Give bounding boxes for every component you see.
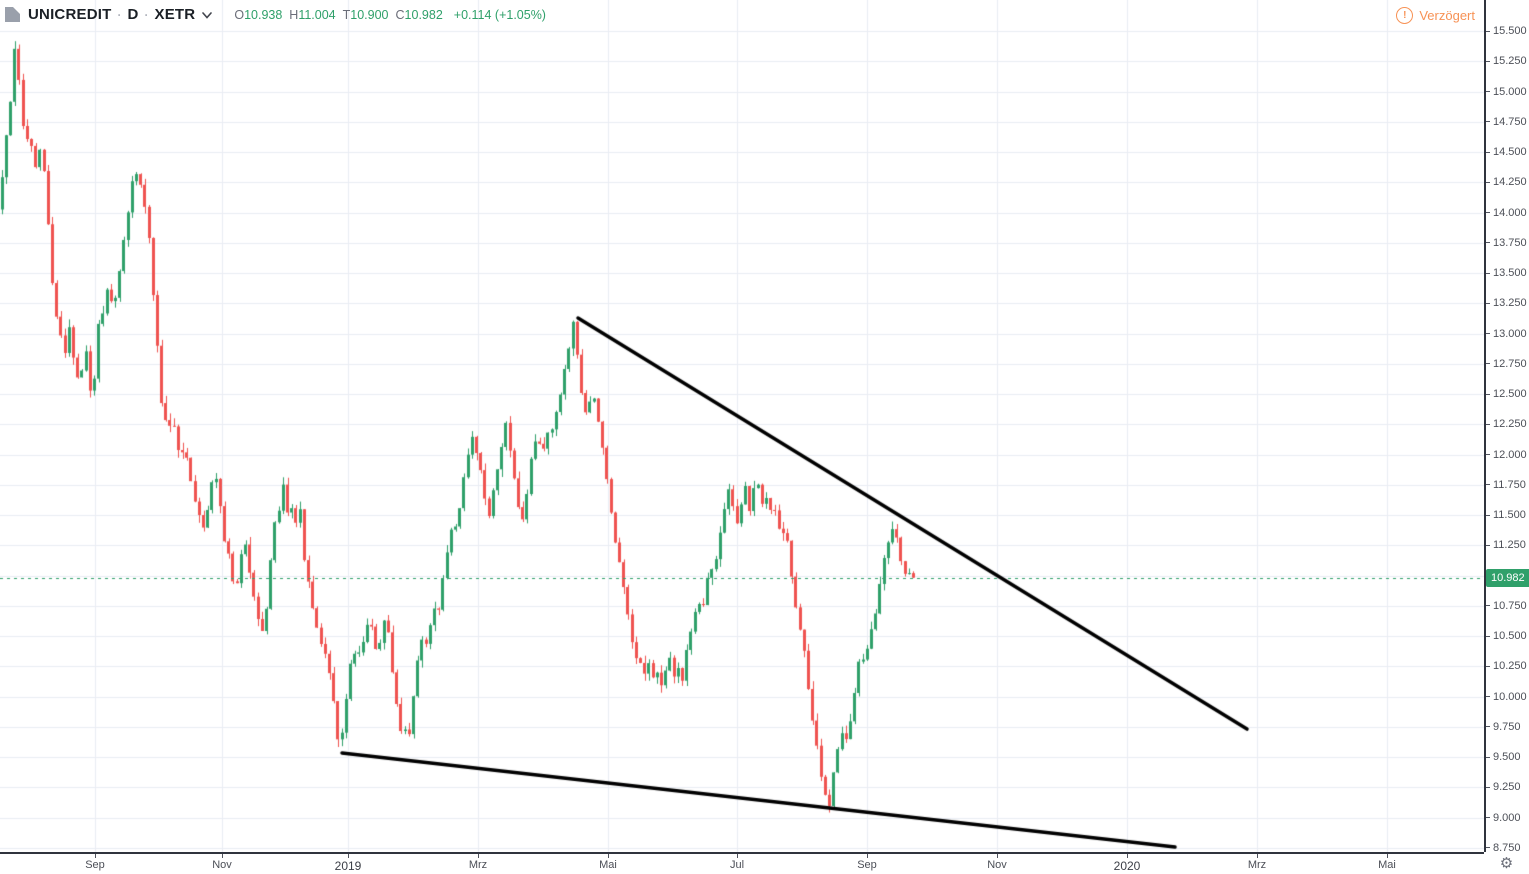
time-axis-tick (1257, 854, 1258, 858)
title-separator: · (117, 7, 122, 22)
price-axis-label: 15.000 (1486, 86, 1529, 98)
ohlc-readout: O10.938 H11.004 T10.900 C10.982 +0.114 (… (234, 8, 546, 22)
time-axis-label: Jul (729, 859, 745, 871)
last-price-value: 10.982 (1491, 571, 1525, 584)
price-axis-label: 10.250 (1486, 660, 1529, 672)
time-axis-tick (867, 854, 868, 858)
time-axis-label: Nov (212, 859, 232, 871)
price-axis-label: 13.250 (1486, 297, 1529, 309)
time-axis-tick (222, 854, 223, 858)
open-label: O (234, 7, 245, 22)
time-axis-tick (608, 854, 609, 858)
price-axis-label: 12.750 (1486, 358, 1529, 370)
price-axis-label: 14.000 (1486, 207, 1529, 219)
symbol-name: UNICREDIT (28, 6, 112, 23)
time-axis-tick (737, 854, 738, 858)
time-axis-tick (997, 854, 998, 858)
time-axis-tick (1387, 854, 1388, 858)
price-axis-label: 14.750 (1486, 116, 1529, 128)
interval-label: D (127, 6, 139, 23)
price-axis[interactable]: 10.982 15.500 15.250 15.000 14.750 14.500 14.… (1484, 0, 1529, 854)
price-axis-label: 12.250 (1486, 418, 1529, 430)
close-value: 10.982 (404, 7, 443, 22)
open-value: 10.938 (244, 7, 283, 22)
symbol-title[interactable]: UNICREDIT · D · XETR (28, 6, 213, 23)
low-value: 10.900 (350, 7, 389, 22)
time-axis-label: 2019 (334, 859, 362, 873)
price-axis-label: 15.500 (1486, 25, 1529, 37)
price-axis-label: 9.750 (1486, 721, 1529, 733)
price-axis-label: 13.000 (1486, 328, 1529, 340)
time-axis-tick (1127, 854, 1128, 858)
time-axis-tick (95, 854, 96, 858)
time-axis-label: Mrz (468, 859, 488, 871)
price-axis-label: 9.250 (1486, 781, 1529, 793)
instrument-logo-icon (5, 7, 20, 22)
change-value: +0.114 (+1.05%) (453, 7, 546, 22)
gear-icon[interactable]: ⚙ (1499, 854, 1514, 872)
low-label: T (342, 7, 351, 22)
time-axis-label: Sep (857, 859, 877, 871)
price-axis-label: 15.250 (1486, 55, 1529, 67)
axis-corner: ⚙ (1484, 852, 1529, 874)
delayed-badge-label: Verzögert (1419, 8, 1475, 23)
price-axis-label: 9.500 (1486, 751, 1529, 763)
price-axis-label: 10.750 (1486, 600, 1529, 612)
price-axis-label: 11.500 (1486, 509, 1529, 521)
time-axis-label: Nov (987, 859, 1007, 871)
time-axis-label: Sep (85, 859, 105, 871)
price-axis-label: 10.000 (1486, 691, 1529, 703)
price-axis-label: 8.750 (1486, 842, 1529, 854)
price-axis-label: 13.750 (1486, 237, 1529, 249)
price-axis-label: 11.250 (1486, 539, 1529, 551)
time-axis-label: Mrz (1247, 859, 1267, 871)
chart-header: UNICREDIT · D · XETR O10.938 H11.004 T10… (5, 6, 546, 23)
last-price-label: 10.982 (1486, 568, 1529, 587)
price-axis-label: 10.500 (1486, 630, 1529, 642)
price-axis-label: 9.000 (1486, 812, 1529, 824)
price-axis-label: 11.750 (1486, 479, 1529, 491)
high-label: H (289, 7, 299, 22)
time-axis-label: Mai (599, 859, 617, 871)
time-axis-tick (478, 854, 479, 858)
close-label: C (395, 7, 405, 22)
title-separator: · (144, 7, 149, 22)
chevron-down-icon[interactable] (202, 12, 213, 19)
exclamation-circle-icon: ! (1396, 7, 1414, 24)
candlestick-chart-canvas[interactable] (0, 0, 1484, 852)
time-axis[interactable]: Sep Nov 2019 Mrz Mai Jul Sep Nov 2020 Mrz Mai (0, 852, 1484, 874)
time-axis-tick (348, 854, 349, 858)
price-axis-label: 14.500 (1486, 146, 1529, 158)
exchange-label: XETR (154, 6, 196, 23)
time-axis-label: 2020 (1113, 859, 1141, 873)
price-axis-label: 12.500 (1486, 388, 1529, 400)
price-axis-label: 13.500 (1486, 267, 1529, 279)
price-axis-label: 14.250 (1486, 176, 1529, 188)
delayed-data-badge[interactable]: ! Verzögert (1396, 7, 1475, 24)
price-axis-label: 12.000 (1486, 449, 1529, 461)
high-value: 11.004 (298, 7, 336, 22)
time-axis-label: Mai (1378, 859, 1396, 871)
